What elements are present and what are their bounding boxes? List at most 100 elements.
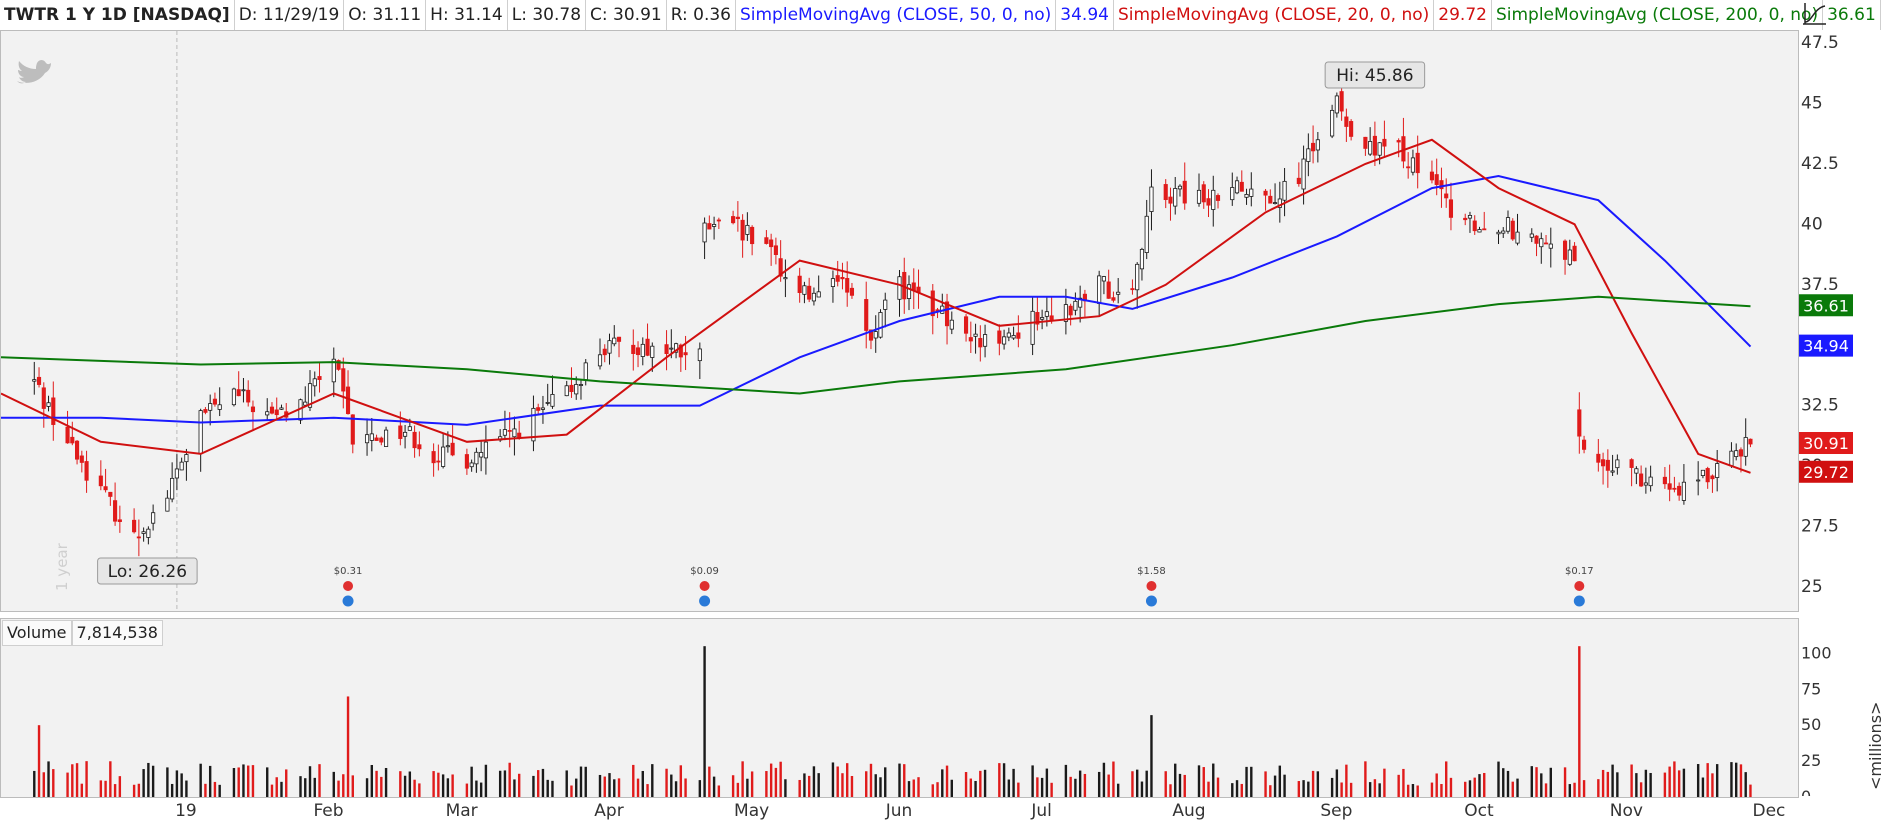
price-candle xyxy=(103,468,108,493)
price-panel[interactable]: Hi: 45.86 Lo: 26.26 1 year $0.31 $0.09 $1.58 $… xyxy=(0,30,1799,612)
price-candle xyxy=(1662,466,1667,489)
volume-bar xyxy=(831,762,835,797)
volume-bar xyxy=(1264,771,1267,797)
volume-tick-label: 0 xyxy=(1801,787,1811,796)
candle-body xyxy=(79,455,84,463)
volume-bar xyxy=(941,769,944,797)
twitter-bird-shape xyxy=(17,60,51,84)
volume-bar xyxy=(237,767,240,797)
price-candle xyxy=(1268,189,1273,204)
candle-body xyxy=(716,219,721,222)
candle-body xyxy=(773,245,778,255)
price-candle xyxy=(317,362,322,393)
candle-body xyxy=(1078,297,1083,308)
candle-body xyxy=(1410,157,1415,173)
price-candle xyxy=(1073,292,1078,316)
price-candle xyxy=(873,315,878,353)
price-candle xyxy=(612,325,617,347)
price-candle xyxy=(98,460,103,491)
candle-body xyxy=(1349,121,1354,137)
volume-bar xyxy=(703,646,706,797)
candle-body xyxy=(1339,91,1344,112)
price-candle xyxy=(1463,213,1468,226)
candle-body xyxy=(502,429,507,436)
volume-bar xyxy=(270,784,274,797)
volume-bar xyxy=(432,771,435,797)
price-candle xyxy=(1173,176,1178,215)
price-candle xyxy=(769,233,774,266)
volume-bar xyxy=(380,776,383,797)
price-tick-label: 47.5 xyxy=(1801,33,1839,53)
candle-body xyxy=(778,258,783,277)
sma50-label[interactable]: SimpleMovingAvg (CLOSE, 50, 0, no) xyxy=(736,0,1057,30)
volume-bar xyxy=(451,774,454,797)
symbol-label[interactable]: TWTR 1 Y 1D [NASDAQ] xyxy=(0,0,235,30)
candle-body xyxy=(141,531,146,534)
drawing-tool-icon[interactable] xyxy=(1800,0,1830,30)
volume-bar xyxy=(99,780,103,797)
candle-body xyxy=(1415,152,1420,174)
volume-bar xyxy=(1316,771,1320,797)
twitter-bird-icon xyxy=(17,60,51,84)
candle-body xyxy=(407,426,412,431)
volume-bar xyxy=(1373,779,1377,797)
high-callout: Hi: 45.86 xyxy=(1324,61,1426,89)
candle-body xyxy=(897,276,902,300)
volume-bar xyxy=(1273,775,1277,797)
volume-bar xyxy=(646,784,649,797)
candle-body xyxy=(246,389,251,403)
price-candle xyxy=(1515,213,1520,246)
price-candle xyxy=(712,216,717,240)
price-candle xyxy=(502,410,507,441)
candle-body xyxy=(1562,240,1568,260)
candle-body xyxy=(1002,336,1007,345)
price-candle xyxy=(1149,169,1154,231)
dividend-icon xyxy=(699,581,710,591)
price-candle xyxy=(1710,474,1715,493)
volume-bar xyxy=(1131,771,1134,797)
sma20-label[interactable]: SimpleMovingAvg (CLOSE, 20, 0, no) xyxy=(1114,0,1435,30)
sma200-label[interactable]: SimpleMovingAvg (CLOSE, 200, 0, no) xyxy=(1492,0,1824,30)
volume-bar xyxy=(470,766,473,797)
price-candle xyxy=(412,425,417,458)
candle-body xyxy=(635,347,641,356)
price-candle xyxy=(1639,465,1644,488)
volume-bar xyxy=(218,784,221,797)
volume-bar xyxy=(1696,764,1700,797)
volume-bar xyxy=(1549,767,1552,797)
candle-body xyxy=(412,431,417,449)
volume-panel[interactable] xyxy=(0,618,1799,798)
volume-tick-label: 100 xyxy=(1801,643,1832,662)
volume-bar xyxy=(1440,784,1443,797)
volume-bar xyxy=(1563,767,1567,797)
volume-bar xyxy=(674,781,678,797)
volume-bar xyxy=(285,769,288,797)
volume-bar xyxy=(413,779,416,797)
volume-bar xyxy=(275,777,278,797)
volume-bar xyxy=(1269,785,1272,797)
volume-bar xyxy=(1140,781,1144,797)
candle-body xyxy=(1743,437,1748,457)
price-candle xyxy=(36,367,42,388)
badge-box xyxy=(1799,294,1853,317)
volume-bar xyxy=(779,761,782,797)
price-candle xyxy=(132,508,137,534)
candle-body xyxy=(707,223,712,230)
volume-bar xyxy=(1663,772,1667,797)
volume-bar xyxy=(865,771,868,797)
candle-body xyxy=(108,491,113,497)
price-candle xyxy=(883,292,888,328)
price-candle xyxy=(1363,136,1368,156)
low-callout-box xyxy=(97,557,198,585)
price-candle xyxy=(1696,461,1701,496)
volume-bar xyxy=(1036,777,1039,797)
volume-bar xyxy=(1150,715,1153,797)
price-candle xyxy=(70,421,75,446)
candle-body xyxy=(664,344,669,355)
volume-bar xyxy=(1102,762,1106,797)
candle-body xyxy=(1681,481,1686,501)
candle-body xyxy=(1738,449,1744,457)
volume-bar xyxy=(1416,785,1419,797)
candle-body xyxy=(1149,186,1154,212)
candle-body xyxy=(345,386,351,415)
